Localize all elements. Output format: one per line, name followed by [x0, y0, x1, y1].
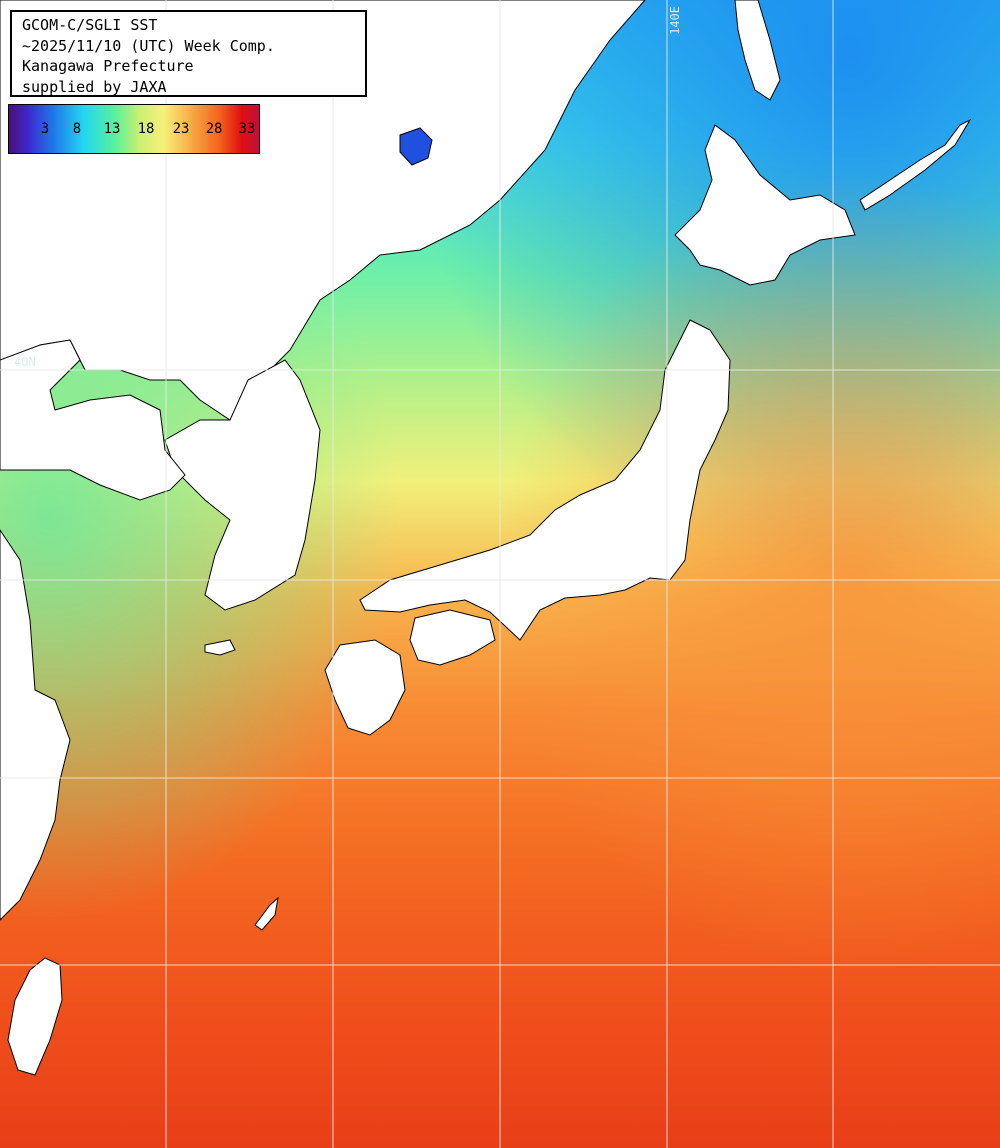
colorbar-label: 8 [72, 121, 82, 137]
info-box: GCOM-C/SGLI SST ~2025/11/10 (UTC) Week C… [10, 10, 367, 97]
kyushu [324, 639, 406, 736]
info-title: GCOM-C/SGLI SST [22, 16, 158, 34]
colorbar-label: 28 [205, 121, 223, 137]
colorbar-label: 33 [238, 121, 256, 137]
china-coast [0, 339, 186, 501]
info-source: supplied by JAXA [22, 77, 167, 96]
colorbar-label: 3 [40, 121, 50, 137]
colorbar-label: 23 [172, 121, 190, 137]
longitude-label: 140E [668, 6, 682, 35]
info-region: Kanagawa Prefecture [22, 57, 194, 75]
taiwan [7, 957, 63, 1076]
info-date: ~2025/11/10 (UTC) Week Comp. [22, 36, 275, 55]
colorbar-label: 18 [137, 121, 155, 137]
colorbar-label: 13 [103, 121, 121, 137]
china-coast-south [0, 529, 71, 921]
hokkaido [674, 124, 856, 286]
jeju-island [204, 639, 236, 656]
shikoku [409, 609, 496, 666]
ryukyu-islands [254, 896, 279, 931]
korean-peninsula [164, 359, 321, 611]
latitude-label: 40N [14, 355, 36, 369]
kuril-islands [859, 118, 972, 211]
temperature-colorbar: 3 8 13 18 23 28 33 [8, 104, 260, 154]
ullenggdo-island [399, 127, 433, 166]
honshu [359, 319, 731, 641]
sakhalin [734, 0, 781, 101]
